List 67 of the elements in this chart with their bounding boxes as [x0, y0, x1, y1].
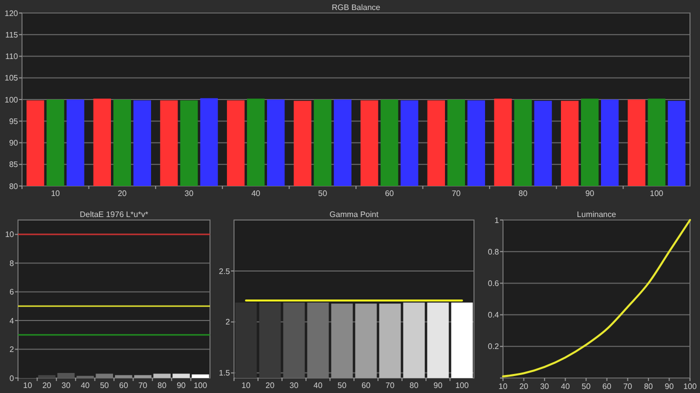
- x-tick-label: 10: [23, 381, 33, 390]
- y-tick-label: 1.5: [218, 368, 231, 378]
- x-tick-label: 30: [62, 381, 71, 390]
- y-tick-label: 0.2: [488, 342, 500, 352]
- x-tick-label: 60: [119, 381, 129, 390]
- y-tick-label: 0: [10, 374, 15, 383]
- y-tick-label: 80: [9, 182, 19, 191]
- x-tick-label: 100: [194, 381, 208, 390]
- x-tick-label: 30: [290, 381, 299, 390]
- y-tick-label: 0.4: [488, 310, 500, 320]
- x-tick-label: 10: [498, 382, 508, 391]
- y-tick-label: 105: [4, 74, 19, 83]
- x-tick-label: 40: [560, 382, 570, 391]
- x-tick-label: 60: [384, 189, 394, 198]
- x-tick-label: 10: [50, 189, 60, 198]
- x-tick-label: 50: [318, 189, 328, 198]
- x-tick-label: 100: [455, 381, 470, 390]
- y-tick-label: 110: [5, 52, 19, 62]
- x-tick-label: 60: [362, 381, 371, 390]
- x-tick-label: 20: [42, 381, 52, 390]
- x-tick-label: 40: [80, 381, 90, 390]
- x-tick-label: 70: [138, 381, 148, 390]
- x-tick-label: 80: [518, 189, 528, 198]
- x-tick-label: 90: [664, 382, 674, 391]
- chart-title: RGB Balance: [332, 3, 381, 12]
- x-tick-label: 80: [644, 382, 654, 391]
- x-tick-label: 50: [582, 382, 592, 391]
- y-tick-label: 100: [4, 95, 19, 104]
- x-tick-label: 10: [242, 381, 251, 390]
- x-tick-label: 40: [314, 381, 323, 390]
- x-tick-label: 70: [452, 189, 462, 198]
- x-tick-label: 50: [338, 381, 347, 390]
- y-tick-label: 85: [9, 160, 19, 170]
- y-tick-label: 1: [494, 216, 500, 225]
- y-tick-label: 4: [10, 316, 15, 326]
- x-tick-label: 20: [266, 381, 275, 390]
- y-tick-label: 6: [10, 288, 15, 297]
- x-tick-label: 80: [158, 381, 167, 390]
- x-tick-label: 100: [683, 382, 698, 391]
- y-tick-label: 90: [9, 138, 19, 148]
- y-tick-label: 8: [10, 258, 15, 268]
- y-tick-label: 95: [9, 116, 19, 126]
- x-tick-label: 20: [118, 189, 128, 198]
- chart-title: Luminance: [576, 210, 617, 219]
- chart-title: Gamma Point: [330, 210, 380, 219]
- x-tick-label: 60: [602, 382, 612, 391]
- y-tick-label: 0.8: [488, 247, 500, 256]
- y-tick-label: 2: [10, 345, 15, 354]
- x-tick-label: 30: [540, 382, 550, 391]
- y-tick-label: 0.6: [488, 279, 500, 288]
- x-tick-label: 90: [434, 381, 443, 390]
- x-tick-label: 40: [251, 189, 261, 198]
- y-tick-label: 120: [4, 8, 19, 18]
- x-tick-label: 70: [623, 382, 633, 391]
- x-tick-label: 100: [650, 189, 664, 198]
- chart-title: DeltaE 1976 L*u*v*: [80, 210, 148, 219]
- x-tick-label: 90: [176, 381, 186, 390]
- y-tick-label: 2.5: [218, 266, 231, 276]
- x-tick-label: 90: [585, 189, 595, 198]
- x-tick-label: 20: [519, 382, 529, 391]
- y-tick-label: 2: [226, 318, 231, 327]
- x-tick-label: 80: [410, 381, 419, 390]
- y-tick-label: 115: [5, 30, 19, 40]
- y-tick-label: 10: [5, 230, 15, 240]
- x-tick-label: 50: [100, 381, 110, 390]
- x-tick-label: 30: [184, 189, 194, 198]
- x-tick-label: 70: [386, 381, 395, 390]
